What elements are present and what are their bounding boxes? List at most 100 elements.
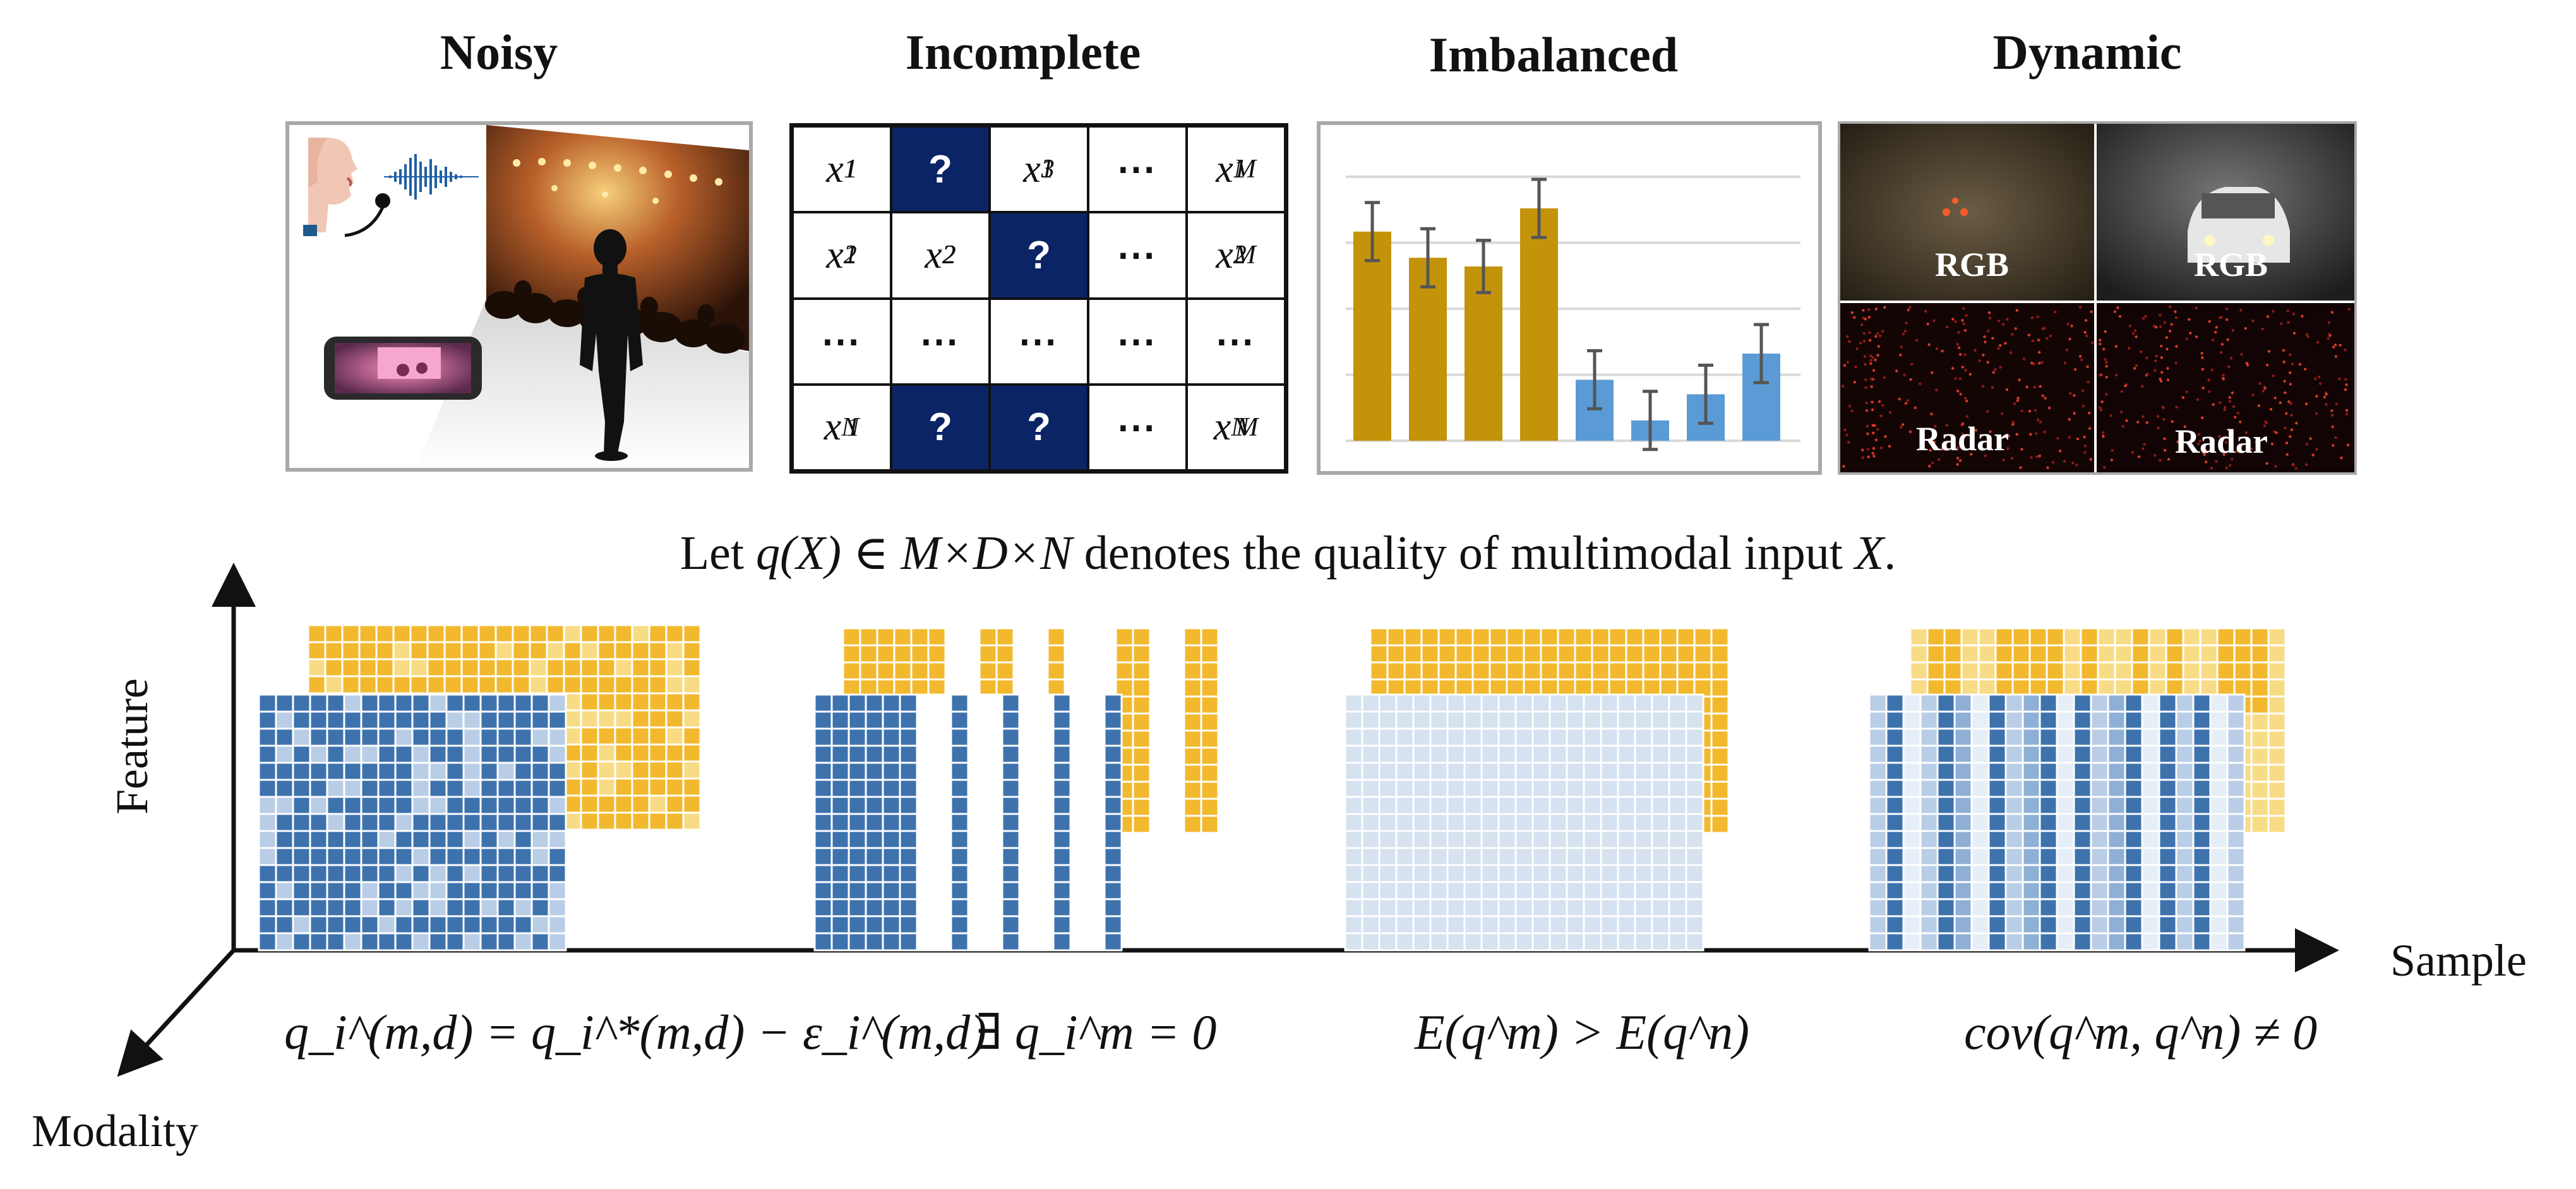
radar-point	[2208, 390, 2211, 393]
radar-point	[1956, 446, 1960, 450]
matrix-cell	[2192, 864, 2212, 883]
matrix-cell	[899, 727, 918, 747]
matrix-cell	[1086, 813, 1106, 832]
matrix-cell	[1600, 830, 1619, 849]
matrix-cell	[394, 915, 414, 935]
matrix-cell	[496, 796, 516, 815]
matrix-cell	[580, 624, 599, 643]
matrix-cell	[445, 898, 465, 917]
matrix-cell	[614, 743, 633, 763]
matrix-cell	[1166, 712, 1185, 732]
radar-point	[1997, 320, 2001, 323]
matrix-cell	[479, 898, 499, 917]
matrix-cell	[984, 915, 1003, 935]
matrix-cell	[1970, 779, 1990, 798]
matrix-cell	[2226, 932, 2246, 952]
matrix-cell	[2039, 915, 2058, 935]
matrix-cell	[394, 881, 414, 900]
matrix-cell	[1012, 627, 1032, 647]
radar-point	[2176, 440, 2179, 444]
matrix-cell	[1574, 627, 1593, 647]
matrix-cell	[1463, 693, 1483, 713]
radar-point	[2313, 377, 2317, 381]
radar-point	[1869, 354, 1872, 357]
radar-point	[1874, 438, 1878, 441]
radar-point	[2154, 369, 2157, 372]
matrix-cell	[1115, 627, 1134, 647]
matrix-cell	[1429, 762, 1449, 781]
matrix-cell	[830, 727, 850, 747]
radar-point	[2223, 409, 2226, 412]
matrix-cell	[1617, 796, 1636, 815]
ellipsis-cell: ⋯	[891, 298, 990, 385]
matrix-cell	[409, 658, 429, 678]
matrix-cell	[375, 675, 395, 695]
matrix-cell	[848, 830, 867, 849]
radar-point	[2334, 344, 2337, 347]
matrix-cell	[258, 796, 277, 815]
matrix-cell	[910, 627, 930, 647]
matrix-cell	[1987, 762, 2007, 781]
matrix-cell	[1403, 661, 1423, 681]
radar-point	[1845, 335, 1849, 338]
matrix-cell	[2022, 813, 2041, 832]
matrix-cell	[1668, 796, 1687, 815]
matrix-cell	[443, 675, 463, 695]
matrix-cell	[665, 692, 685, 712]
matrix-cell	[2216, 627, 2236, 647]
matrix-cell	[916, 693, 935, 713]
radar-point	[1963, 353, 1967, 356]
matrix-cell	[462, 727, 482, 747]
matrix-cell	[2209, 864, 2229, 883]
matrix-cell	[1919, 813, 1939, 832]
matrix-cell	[614, 811, 633, 831]
matrix-cell	[1200, 712, 1219, 732]
matrix-cell	[1166, 780, 1185, 800]
matrix-cell	[2107, 779, 2126, 798]
matrix-cell	[426, 675, 446, 695]
matrix-cell	[1994, 644, 2014, 664]
radar-point	[2099, 406, 2102, 410]
radar-point	[1843, 428, 1847, 432]
matrix-cell	[1183, 678, 1202, 698]
matrix-cell	[2022, 727, 2041, 747]
radar-point	[1965, 314, 1968, 317]
matrix-cell	[1617, 813, 1636, 832]
matrix-cell	[1132, 678, 1151, 698]
matrix-cell	[1103, 813, 1123, 832]
radar-point	[2208, 320, 2211, 323]
matrix-cell	[2148, 661, 2167, 681]
matrix-cell	[1489, 627, 1508, 647]
matrix-cell	[1344, 693, 1363, 713]
matrix-cell	[2056, 779, 2075, 798]
matrix-cell	[1953, 693, 1973, 713]
matrix-cell	[665, 760, 685, 780]
matrix-cell	[1378, 847, 1398, 866]
matrix-cell	[2209, 915, 2229, 935]
radar-point	[2163, 321, 2166, 324]
matrix-cell	[1429, 932, 1449, 952]
matrix-cell	[1617, 727, 1636, 747]
matrix-cell	[1344, 779, 1363, 798]
matrix-cell	[1574, 644, 1593, 664]
matrix-cell	[1429, 744, 1449, 764]
matrix-cell	[530, 932, 550, 952]
radar-point	[2159, 313, 2162, 317]
matrix-cell	[1081, 661, 1100, 681]
matrix-cell	[1549, 779, 1568, 798]
matrix-cell	[341, 624, 361, 643]
matrix-cell	[1987, 932, 2007, 952]
radar-point	[1848, 404, 1852, 408]
matrix-cell	[899, 744, 918, 764]
matrix-cell	[1395, 693, 1415, 713]
matrix-cell	[428, 813, 448, 832]
radar-point	[2234, 450, 2238, 453]
matrix-cell	[1634, 830, 1653, 849]
radar-point	[2068, 436, 2071, 439]
radar-point	[2042, 326, 2046, 330]
matrix-cell	[530, 898, 550, 917]
matrix-cell	[1919, 932, 1939, 952]
matrix-cell	[2141, 710, 2160, 730]
matrix-cell	[865, 813, 884, 832]
matrix-cell	[2250, 644, 2270, 664]
